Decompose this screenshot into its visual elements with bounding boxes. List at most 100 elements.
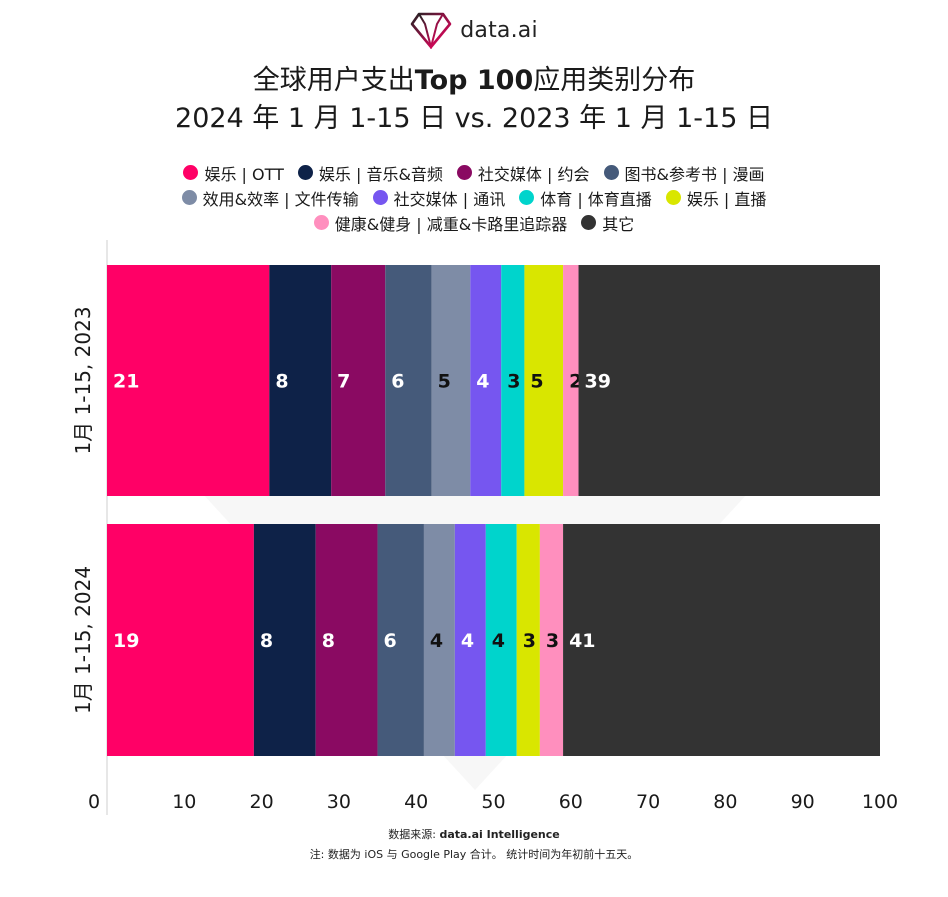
bar-segment bbox=[423, 524, 455, 756]
category-label: 1月 1-15, 2024 bbox=[71, 566, 95, 714]
legend: 娱乐 | OTT 娱乐 | 音乐&音频 社交媒体 | 约会 图书&参考书 | 漫画 效用… bbox=[0, 160, 948, 235]
legend-swatch bbox=[581, 215, 597, 230]
x-tick-label: 70 bbox=[636, 791, 660, 813]
x-tick-label: 0 bbox=[88, 791, 100, 813]
source-note: 数据来源: data.ai Intelligence bbox=[0, 826, 948, 842]
title-prefix: 全球用户支出 bbox=[252, 65, 415, 96]
legend-row: 娱乐 | OTT 娱乐 | 音乐&音频 社交媒体 | 约会 图书&参考书 | 漫画 bbox=[0, 160, 948, 185]
legend-item: 娱乐 | 直播 bbox=[665, 186, 767, 210]
legend-swatch bbox=[313, 215, 329, 230]
legend-item: 娱乐 | OTT bbox=[183, 161, 284, 185]
x-tick-label: 60 bbox=[559, 791, 583, 813]
legend-item: 社交媒体 | 约会 bbox=[456, 161, 590, 185]
x-tick-label: 40 bbox=[404, 791, 428, 813]
legend-swatch bbox=[519, 190, 535, 205]
legend-label: 健康&健身 | 减重&卡路里追踪器 bbox=[334, 214, 568, 234]
data-label: 5 bbox=[438, 371, 451, 393]
legend-label: 图书&参考书 | 漫画 bbox=[624, 164, 765, 184]
bar-segment bbox=[578, 265, 880, 496]
bar-segment bbox=[253, 524, 316, 756]
data-label: 8 bbox=[260, 630, 273, 652]
title-line-1: 全球用户支出Top 100应用类别分布 bbox=[0, 62, 948, 100]
title-suffix: 应用类别分布 bbox=[533, 65, 696, 96]
data-label: 4 bbox=[476, 371, 489, 393]
bar-segment bbox=[516, 524, 540, 756]
data-label: 6 bbox=[384, 630, 397, 652]
bar-segment bbox=[315, 524, 378, 756]
x-tick-label: 10 bbox=[172, 791, 196, 813]
bar-segment bbox=[454, 524, 486, 756]
category-label: 1月 1-15, 2023 bbox=[71, 306, 95, 454]
legend-label: 娱乐 | 音乐&音频 bbox=[318, 164, 443, 184]
data-label: 19 bbox=[113, 630, 139, 652]
legend-swatch bbox=[456, 165, 472, 180]
x-tick-label: 100 bbox=[862, 791, 898, 813]
data-label: 21 bbox=[113, 371, 139, 393]
data-label: 4 bbox=[430, 630, 443, 652]
legend-item: 社交媒体 | 通讯 bbox=[372, 186, 506, 210]
legend-item: 图书&参考书 | 漫画 bbox=[603, 161, 765, 185]
bar-segment bbox=[107, 524, 254, 756]
legend-row: 效用&效率 | 文件传输 社交媒体 | 通讯 体育 | 体育直播 娱乐 | 直播 bbox=[0, 185, 948, 210]
legend-swatch bbox=[183, 165, 199, 180]
bar-segment bbox=[485, 524, 517, 756]
legend-label: 社交媒体 | 通讯 bbox=[393, 189, 506, 209]
legend-label: 体育 | 体育直播 bbox=[540, 189, 652, 209]
bar-segment bbox=[385, 265, 432, 496]
title-bold: Top 100 bbox=[414, 65, 534, 96]
bar-segment bbox=[377, 524, 424, 756]
x-tick-label: 50 bbox=[481, 791, 505, 813]
data-label: 4 bbox=[492, 630, 505, 652]
x-tick-label: 20 bbox=[250, 791, 274, 813]
bar-segment bbox=[269, 265, 332, 496]
legend-item: 效用&效率 | 文件传输 bbox=[181, 186, 359, 210]
legend-label: 其它 bbox=[602, 214, 635, 234]
legend-swatch bbox=[372, 190, 388, 205]
bar-segment bbox=[563, 524, 880, 756]
legend-swatch bbox=[297, 165, 313, 180]
legend-item: 体育 | 体育直播 bbox=[519, 186, 652, 210]
logo: data.ai bbox=[0, 10, 948, 50]
legend-row: 健康&健身 | 减重&卡路里追踪器 其它 bbox=[0, 210, 948, 235]
data-label: 41 bbox=[569, 630, 595, 652]
logo-text: data.ai bbox=[460, 17, 538, 43]
data-label: 3 bbox=[523, 630, 536, 652]
x-tick-label: 90 bbox=[791, 791, 815, 813]
legend-label: 效用&效率 | 文件传输 bbox=[202, 189, 359, 209]
legend-label: 娱乐 | 直播 bbox=[686, 189, 767, 209]
data-label: 7 bbox=[337, 371, 350, 393]
data-label: 6 bbox=[391, 371, 404, 393]
data-label: 39 bbox=[585, 371, 611, 393]
legend-item: 娱乐 | 音乐&音频 bbox=[297, 161, 443, 185]
legend-swatch bbox=[181, 190, 197, 205]
title-line-2: 2024 年 1 月 1-15 日 vs. 2023 年 1 月 1-15 日 bbox=[175, 103, 773, 134]
source-prefix: 数据来源: bbox=[388, 828, 440, 841]
footnote: 注: 数据为 iOS 与 Google Play 合计。 统计时间为年初前十五天… bbox=[309, 848, 639, 861]
bar-segment bbox=[331, 265, 386, 496]
bar-segment bbox=[524, 265, 564, 496]
bar-segment bbox=[107, 265, 270, 496]
data-label: 8 bbox=[275, 371, 288, 393]
legend-item: 其它 bbox=[581, 211, 634, 235]
legend-label: 娱乐 | OTT bbox=[204, 164, 284, 184]
data-label: 5 bbox=[530, 371, 543, 393]
bar-segment bbox=[470, 265, 502, 496]
bar-segment bbox=[431, 265, 471, 496]
diamond-logo-icon bbox=[410, 12, 452, 49]
bar-segment bbox=[563, 265, 579, 496]
data-label: 3 bbox=[507, 371, 520, 393]
legend-label: 社交媒体 | 约会 bbox=[477, 164, 590, 184]
bar-segment bbox=[539, 524, 564, 756]
legend-swatch bbox=[665, 190, 681, 205]
legend-item: 健康&健身 | 减重&卡路里追踪器 bbox=[313, 211, 568, 235]
data-label: 4 bbox=[461, 630, 474, 652]
x-tick-label: 80 bbox=[713, 791, 737, 813]
data-label: 8 bbox=[322, 630, 335, 652]
chart-title: 全球用户支出Top 100应用类别分布 2024 年 1 月 1-15 日 vs… bbox=[0, 62, 948, 138]
bar-segment bbox=[501, 265, 525, 496]
data-label: 3 bbox=[546, 630, 559, 652]
source-name: data.ai Intelligence bbox=[439, 828, 560, 841]
x-tick-label: 30 bbox=[327, 791, 351, 813]
legend-swatch bbox=[603, 165, 619, 180]
